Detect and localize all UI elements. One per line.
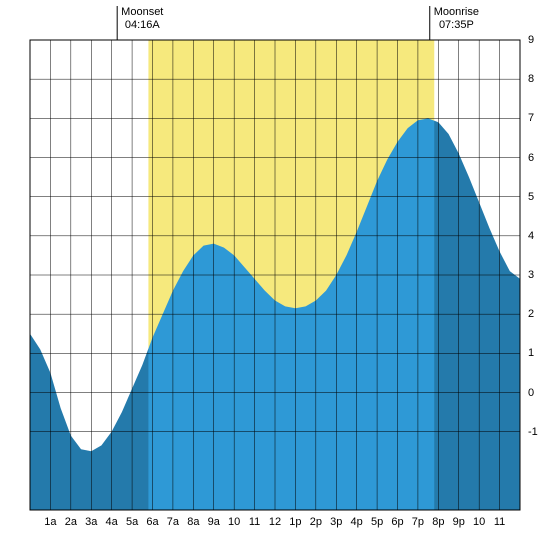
y-tick-label: 8 (528, 73, 534, 85)
x-tick-label: 7p (412, 516, 424, 528)
y-tick-label: 0 (528, 387, 534, 399)
y-tick-label: 1 (528, 347, 534, 359)
x-tick-label: 4p (351, 516, 363, 528)
moonrise-time: 07:35P (439, 19, 474, 31)
x-tick-label: 3p (330, 516, 342, 528)
x-tick-label: 12 (269, 516, 281, 528)
y-tick-label: 2 (528, 308, 534, 320)
y-tick-label: 7 (528, 112, 534, 124)
x-tick-label: 11 (494, 516, 505, 528)
x-tick-label: 6a (146, 516, 158, 528)
moonset-time: 04:16A (125, 19, 160, 31)
y-tick-label: 4 (528, 230, 534, 242)
chart-svg (0, 0, 550, 550)
x-tick-label: 8a (187, 516, 199, 528)
y-tick-label: -1 (528, 426, 538, 438)
x-tick-label: 1p (289, 516, 301, 528)
x-tick-label: 5p (371, 516, 383, 528)
x-tick-label: 2a (65, 516, 77, 528)
x-tick-label: 10 (473, 516, 485, 528)
moonset-label: Moonset (121, 6, 163, 18)
y-tick-label: 6 (528, 152, 534, 164)
night-shade (30, 334, 148, 510)
night-shade (434, 121, 520, 510)
x-tick-label: 4a (106, 516, 118, 528)
x-tick-label: 8p (432, 516, 444, 528)
x-tick-label: 3a (85, 516, 97, 528)
moonrise-label: Moonrise (434, 6, 479, 18)
moonrise: Moonrise07:35P (434, 6, 479, 32)
y-tick-label: 3 (528, 269, 534, 281)
y-tick-label: 5 (528, 191, 534, 203)
x-tick-label: 6p (391, 516, 403, 528)
x-tick-label: 2p (310, 516, 322, 528)
x-tick-label: 10 (228, 516, 240, 528)
x-tick-label: 9a (208, 516, 220, 528)
moonset: Moonset04:16A (121, 6, 163, 32)
x-tick-label: 5a (126, 516, 138, 528)
x-tick-label: 1a (44, 516, 56, 528)
x-tick-label: 7a (167, 516, 179, 528)
x-tick-label: 9p (453, 516, 465, 528)
tide-chart: Moonset04:16A Moonrise07:35P 1a 2a 3a 4a 5a 6a 7… (0, 0, 550, 550)
y-tick-label: 9 (528, 34, 534, 46)
x-tick-label: 11 (249, 516, 260, 528)
